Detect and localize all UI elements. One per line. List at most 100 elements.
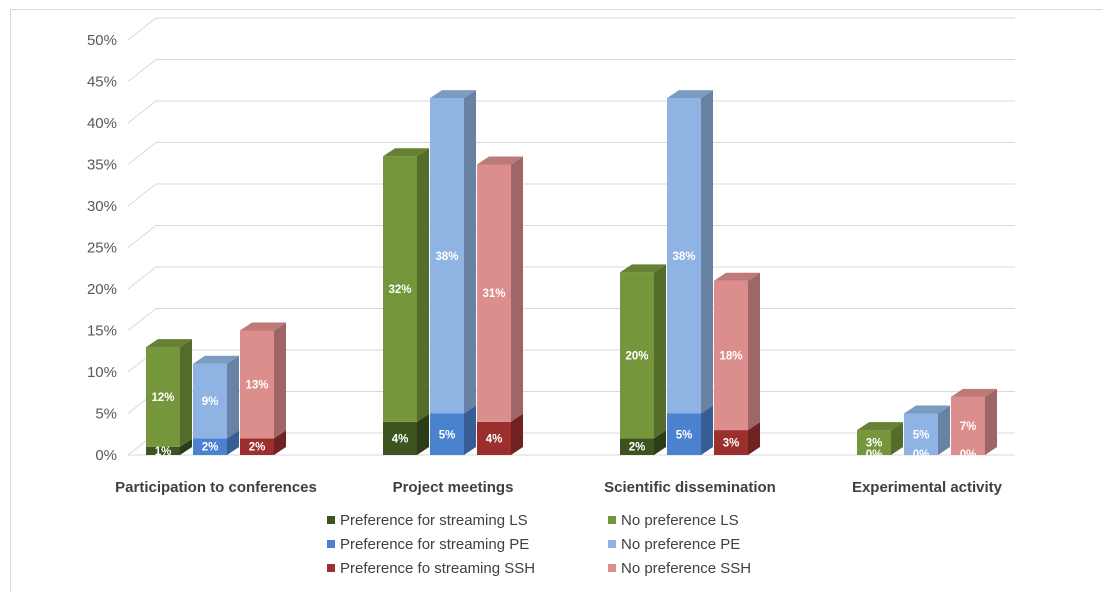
data-label-preference: 5% (439, 429, 456, 441)
legend-item: Preference fo streaming SSH (327, 560, 535, 577)
data-label-no-preference: 20% (625, 350, 648, 362)
grid-line (127, 59, 1015, 82)
legend-label: No preference LS (621, 512, 739, 529)
chart-border-left (10, 9, 11, 592)
y-tick-label: 20% (87, 281, 117, 298)
bar-segment-ssh-preference (714, 422, 760, 455)
data-label-preference: 4% (486, 433, 503, 445)
legend-swatch (327, 564, 335, 572)
y-tick-label: 25% (87, 240, 117, 257)
data-label-preference: 3% (723, 438, 740, 450)
data-label-preference: 2% (629, 442, 646, 454)
legend-swatch (327, 516, 335, 524)
bar-segment-ls-no-preference (857, 422, 903, 455)
x-category-label: Participation to conferences (115, 479, 317, 496)
data-label-no-preference: 7% (960, 421, 977, 433)
data-label-preference: 2% (202, 442, 219, 454)
y-axis-ticks: 0% 5% 10% 15% 20% 25% 30% 35% 40% 45% 50% (87, 32, 117, 464)
bar-segment-ls-preference (146, 438, 192, 455)
legend-label: Preference for streaming LS (340, 512, 528, 529)
bar-top-face (240, 322, 286, 331)
legend-item: Preference for streaming LS (327, 512, 528, 529)
legend-swatch (608, 516, 616, 524)
x-category-label: Scientific dissemination (604, 479, 776, 496)
bar-segment-ls-no-preference (383, 148, 429, 422)
data-label-no-preference: 5% (913, 429, 930, 441)
legend-swatch (608, 564, 616, 572)
legend-item: Preference for streaming PE (327, 536, 529, 553)
bar-segment-pe-preference (193, 430, 239, 455)
bars (146, 90, 997, 455)
y-tick-label: 30% (87, 198, 117, 215)
bar-top-face (430, 90, 476, 99)
data-label-preference: 1% (155, 446, 172, 458)
bar-segment-pe-no-preference (667, 90, 713, 414)
y-tick-label: 15% (87, 323, 117, 340)
bar-segment-pe-no-preference (430, 90, 476, 414)
bar-segment-pe-preference (430, 405, 476, 455)
y-tick-label: 50% (87, 32, 117, 49)
grid-line (127, 142, 1015, 165)
data-label-preference: 0% (913, 449, 930, 461)
bar-top-face (477, 156, 523, 165)
grid-line (127, 266, 1015, 290)
bar-top-face (146, 339, 192, 348)
data-label-preference: 0% (960, 449, 977, 461)
legend-label: Preference fo streaming SSH (340, 560, 535, 577)
y-tick-label: 40% (87, 115, 117, 132)
bar-top-face (620, 264, 666, 273)
data-label-no-preference: 31% (482, 288, 505, 300)
bar-segment-ssh-no-preference (240, 322, 286, 439)
bar-top-face (714, 272, 760, 281)
grid-line (127, 225, 1015, 248)
bar-top-face (857, 422, 903, 431)
data-label-no-preference: 3% (866, 438, 883, 450)
bar-top-face (383, 148, 429, 157)
data-label-no-preference: 38% (435, 251, 458, 263)
legend-swatch (327, 540, 335, 548)
y-tick-label: 10% (87, 364, 117, 381)
data-label-no-preference: 18% (719, 350, 742, 362)
legend-label: Preference for streaming PE (340, 536, 529, 553)
bar-segment-ls-preference (383, 413, 429, 455)
bar-segment-ssh-preference (477, 413, 523, 455)
data-label-preference: 2% (249, 442, 266, 454)
legend: Preference for streaming LS No preference… (327, 512, 751, 577)
legend-item: No preference LS (608, 512, 739, 529)
x-axis-categories: Participation to conferences Project meet… (115, 479, 1003, 496)
bar-segment-pe-preference (667, 405, 713, 455)
x-category-label: Experimental activity (852, 479, 1003, 496)
x-category-label: Project meetings (393, 479, 514, 496)
legend-item: No preference SSH (608, 560, 751, 577)
grid-line (127, 100, 1015, 124)
grid-line (127, 17, 1015, 41)
bar-segment-ls-preference (620, 430, 666, 455)
grid-line (127, 183, 1015, 207)
data-label-no-preference: 9% (202, 396, 219, 408)
legend-label: No preference PE (621, 536, 740, 553)
bar-segment-ls-no-preference (146, 339, 192, 447)
bar-top-face (951, 388, 997, 397)
bar-top-face (193, 355, 239, 364)
y-tick-label: 0% (95, 447, 117, 464)
data-label-preference: 0% (866, 449, 883, 461)
y-tick-label: 5% (95, 406, 117, 423)
chart-border-top (10, 9, 1102, 10)
data-label-no-preference: 13% (245, 379, 268, 391)
bar-segment-pe-no-preference (193, 355, 239, 439)
grid-lines (127, 17, 1015, 456)
data-label-no-preference: 38% (672, 251, 695, 263)
y-tick-label: 35% (87, 157, 117, 174)
legend-swatch (608, 540, 616, 548)
bar-segment-ssh-preference (240, 430, 286, 455)
y-tick-label: 45% (87, 74, 117, 91)
bar-top-face (667, 90, 713, 99)
bar-segment-pe-no-preference (904, 405, 950, 455)
legend-item: No preference PE (608, 536, 740, 553)
bar-segment-ssh-no-preference (951, 388, 997, 455)
bar-segment-ls-no-preference (620, 264, 666, 439)
data-labels: 12% 1% 9% 2% 13% 2% 32% 4% 38% 5% 31% 4% 20% 2% 38% 5% 1… (151, 251, 976, 461)
data-label-preference: 5% (676, 429, 693, 441)
